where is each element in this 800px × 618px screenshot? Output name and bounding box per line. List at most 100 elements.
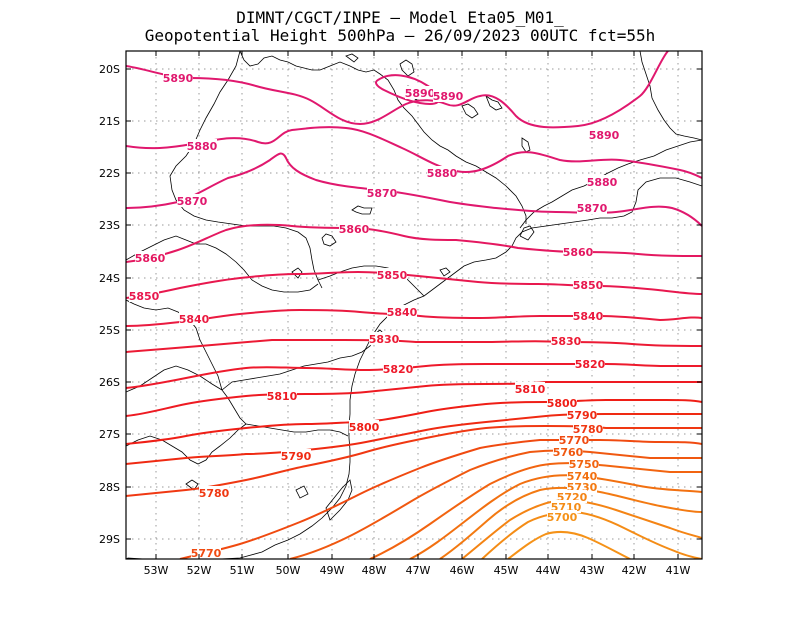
contour-label-5840: 5840 — [179, 313, 210, 326]
lat-label: 20S — [99, 63, 120, 76]
lat-label: 26S — [99, 376, 120, 389]
lon-label: 52W — [187, 564, 212, 577]
lat-label: 28S — [99, 481, 120, 494]
contour-5720 — [461, 498, 702, 559]
lake-11 — [185, 479, 199, 491]
contour-label-5830: 5830 — [551, 335, 582, 348]
contour-label-5770: 5770 — [191, 547, 222, 560]
contour-label-5750: 5750 — [569, 458, 600, 471]
contour-label-bg — [589, 128, 619, 141]
contour-label-5740: 5740 — [567, 470, 598, 483]
contour-5870 — [126, 152, 702, 227]
contour-label-5880: 5880 — [187, 140, 218, 153]
contour-label-5850: 5850 — [129, 290, 160, 303]
title-line-2: Geopotential Height 500hPa — 26/09/2023 … — [144, 26, 656, 45]
lake-12 — [295, 485, 309, 499]
contour-label-bg — [567, 480, 597, 493]
contour-label-layer: 5890589058905890588058805880587058705870… — [129, 71, 620, 560]
contour-5830 — [126, 339, 702, 353]
lake-4 — [461, 103, 479, 119]
contour-label-bg — [551, 334, 581, 347]
contour-label-5820: 5820 — [575, 358, 606, 371]
contour-label-bg — [569, 457, 599, 470]
contour-label-5860: 5860 — [339, 223, 370, 236]
contour-label-bg — [405, 86, 435, 99]
border-parana-west — [126, 235, 319, 293]
border-argentina-rs — [126, 423, 247, 465]
lon-label: 50W — [276, 564, 301, 577]
lon-label: 51W — [230, 564, 255, 577]
lake-5 — [439, 267, 451, 277]
contour-label-bg — [567, 469, 597, 482]
contour-label-5890: 5890 — [589, 129, 620, 142]
lon-label: 49W — [320, 564, 345, 577]
contour-5770 — [179, 439, 702, 559]
contour-5750 — [369, 462, 702, 559]
contour-label-5840: 5840 — [573, 310, 604, 323]
lon-label: 48W — [362, 564, 387, 577]
contour-label-bg — [547, 396, 577, 409]
lat-label: 21S — [99, 115, 120, 128]
border-misiones — [221, 389, 247, 425]
bay-outline — [519, 225, 535, 241]
contour-label-bg — [349, 420, 379, 433]
contour-label-bg — [377, 268, 407, 281]
contour-label-5810: 5810 — [515, 383, 546, 396]
contour-label-5870: 5870 — [367, 187, 398, 200]
state-border-pr-sc — [221, 337, 375, 391]
contour-label-5860: 5860 — [563, 246, 594, 259]
contour-label-5790: 5790 — [281, 450, 312, 463]
contour-label-5760: 5760 — [553, 446, 584, 459]
contour-label-bg — [573, 422, 603, 435]
lake-7 — [521, 137, 531, 153]
contour-label-bg — [267, 389, 297, 402]
lon-label: 53W — [144, 564, 169, 577]
contour-label-5890: 5890 — [405, 87, 436, 100]
contour-label-bg — [179, 312, 209, 325]
lagoa-dos-patos — [325, 479, 353, 521]
contour-label-bg — [135, 251, 165, 264]
contour-label-bg — [553, 445, 583, 458]
contour-label-bg — [427, 166, 457, 179]
contour-label-5830: 5830 — [369, 333, 400, 346]
contour-label-bg — [563, 245, 593, 258]
lat-label: 25S — [99, 324, 120, 337]
contour-label-bg — [559, 433, 589, 446]
contour-label-bg — [383, 362, 413, 375]
lake-6 — [485, 94, 503, 111]
contour-5710 — [481, 510, 702, 559]
contour-label-5880: 5880 — [427, 167, 458, 180]
border-argentina-pr — [126, 365, 223, 393]
contour-label-5870: 5870 — [577, 202, 608, 215]
contour-label-5860: 5860 — [135, 252, 166, 265]
state-border-ms-sp — [169, 51, 323, 289]
contour-label-bg — [281, 449, 311, 462]
contour-label-bg — [573, 309, 603, 322]
lat-label: 22S — [99, 167, 120, 180]
lake-1 — [351, 205, 373, 215]
contour-5760 — [289, 449, 702, 559]
contour-label-5790: 5790 — [567, 409, 598, 422]
contour-5820 — [126, 363, 702, 389]
contour-label-bg — [575, 357, 605, 370]
contour-label-bg — [573, 278, 603, 291]
contour-label-bg — [557, 490, 587, 503]
contour-5840 — [126, 308, 702, 327]
contour-label-bg — [199, 486, 229, 499]
lon-label: 41W — [666, 564, 691, 577]
contour-label-bg — [369, 332, 399, 345]
contour-label-5840: 5840 — [387, 306, 418, 319]
contour-label-5810: 5810 — [267, 390, 298, 403]
lon-label: 45W — [494, 564, 519, 577]
axis-ticks — [126, 51, 702, 559]
contour-label-5850: 5850 — [377, 269, 408, 282]
title-line-1: DIMNT/CGCT/INPE — Model Eta05_M01_ — [236, 8, 564, 27]
contour-label-bg — [577, 201, 607, 214]
contour-label-bg — [567, 408, 597, 421]
contour-label-bg — [547, 510, 577, 523]
contour-label-bg — [367, 186, 397, 199]
state-border-sp-pr — [317, 265, 425, 297]
coastline-layer — [126, 51, 702, 559]
contour-label-5870: 5870 — [177, 195, 208, 208]
contour-5860 — [126, 223, 702, 263]
